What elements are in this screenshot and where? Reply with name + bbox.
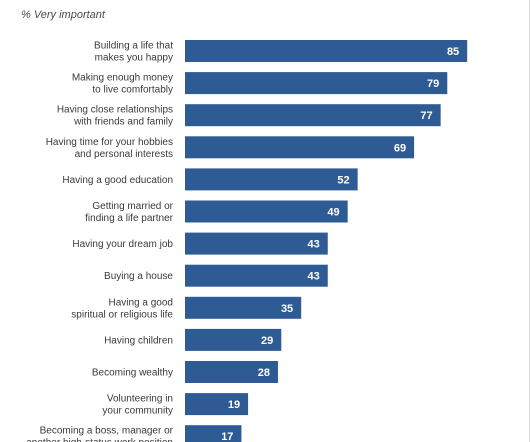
category-label-1: Making enough money to live comfortably	[72, 73, 173, 96]
category-label-12: Becoming a boss, manager oranother high-…	[26, 426, 173, 442]
category-label-6: Having your dream job	[72, 239, 173, 250]
category-label-10: Becoming wealthy	[92, 368, 173, 379]
bar-6	[185, 232, 328, 255]
value-label-6: 43	[308, 239, 320, 251]
value-label-2: 77	[420, 110, 432, 122]
value-label-7: 43	[308, 271, 320, 283]
category-label-2: Having close relationships with friends a…	[57, 105, 173, 128]
category-label-9: Having children	[104, 335, 173, 346]
value-label-0: 85	[447, 46, 459, 58]
value-label-8: 35	[281, 303, 293, 315]
category-label-8: Having a good spiritual or religious life	[71, 297, 173, 320]
bar-8	[185, 296, 302, 319]
chart-subtitle: % Very important	[21, 9, 105, 21]
bar-0	[185, 40, 468, 62]
bar-12	[185, 425, 242, 442]
value-label-10: 28	[258, 367, 270, 379]
value-label-11: 19	[228, 399, 240, 411]
bar-2	[185, 104, 441, 127]
value-label-5: 49	[327, 207, 339, 219]
category-label-7: Buying a house	[104, 271, 173, 282]
bar-10	[185, 361, 278, 383]
bar-5	[185, 200, 348, 223]
bar-11	[185, 393, 249, 416]
value-label-12: 17	[221, 431, 233, 442]
bar-1	[185, 72, 448, 95]
category-label-0: Building a life that makes you happy	[94, 41, 173, 64]
value-label-4: 52	[337, 174, 349, 186]
value-label-1: 79	[427, 78, 439, 90]
bar-9	[185, 328, 282, 351]
bar-4	[185, 168, 358, 191]
category-label-11: Volunteering in your community	[102, 394, 173, 417]
category-label-5: Getting married or finding a life partner	[85, 201, 174, 224]
value-label-3: 69	[394, 142, 406, 154]
bar-3	[185, 136, 415, 159]
value-label-9: 29	[261, 335, 273, 347]
category-label-4: Having a good education	[62, 175, 173, 186]
category-label-3: Having time for your hobbies and personal…	[46, 137, 173, 160]
bar-7	[185, 264, 328, 287]
